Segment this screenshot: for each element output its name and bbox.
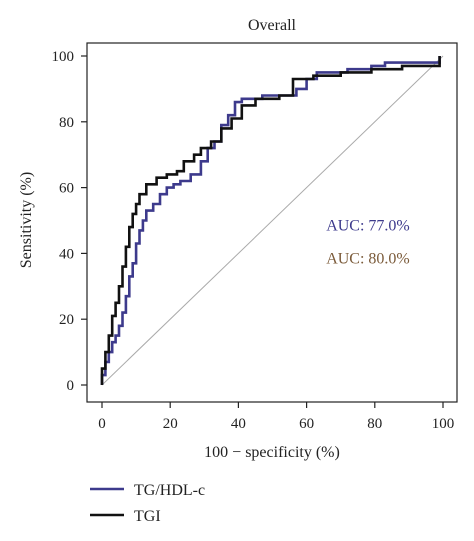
auc-annotation-1: AUC: 77.0% — [326, 217, 410, 234]
y-tick-label: 60 — [59, 181, 74, 197]
legend: TG/HDL-c TGI — [90, 482, 205, 525]
auc-annotation-2: AUC: 80.0% — [326, 250, 410, 267]
chart-title: Overall — [248, 17, 297, 34]
series-layer — [100, 56, 441, 385]
series-line-tg-hdl-c — [100, 56, 441, 385]
x-tick-label: 100 — [432, 416, 455, 432]
x-axis: 0 20 40 60 80 100 — [98, 402, 454, 432]
plot-frame — [86, 42, 458, 403]
legend-label: TGI — [134, 508, 161, 525]
x-tick-label: 80 — [367, 416, 382, 432]
y-tick-label: 20 — [59, 312, 74, 328]
legend-label: TG/HDL-c — [134, 482, 205, 499]
y-tick-label: 40 — [59, 246, 74, 262]
x-tick-label: 0 — [98, 416, 106, 432]
y-tick-label: 0 — [67, 378, 75, 394]
y-axis: 0 20 40 60 80 100 — [52, 49, 87, 394]
x-tick-label: 40 — [231, 416, 246, 432]
series-line-tgi — [100, 56, 441, 385]
y-tick-label: 100 — [52, 49, 75, 65]
y-tick-label: 80 — [59, 115, 74, 131]
annotation-layer: AUC: 77.0% AUC: 80.0% — [326, 217, 410, 267]
x-tick-label: 60 — [299, 416, 314, 432]
x-axis-label: 100 − specificity (%) — [204, 444, 340, 461]
x-tick-label: 20 — [163, 416, 178, 432]
y-axis-label: Sensitivity (%) — [18, 172, 35, 268]
reference-diagonal — [101, 55, 444, 386]
